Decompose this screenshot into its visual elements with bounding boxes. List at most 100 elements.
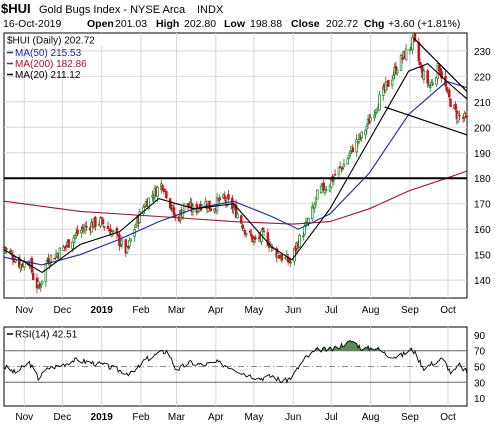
candle-body [85,225,88,228]
candle-body [280,254,284,261]
candle-body [49,255,53,263]
candle-body [454,103,457,110]
candle-body [436,63,440,80]
price-month-label: Jun [285,305,301,316]
candle-body [242,228,245,231]
candle [239,214,243,225]
rsi-month-label: Sep [401,412,419,423]
candle-body [250,233,253,237]
rsi-ytick-label: 10 [474,394,486,405]
candle [218,194,221,205]
candle-body [127,246,130,248]
candle-body [427,83,431,86]
candle-body [73,235,77,239]
candle [387,79,390,87]
candle [435,76,438,88]
candle-body [239,215,243,224]
candle-body [322,182,325,191]
candle-body [39,286,43,289]
candle-body [319,185,323,194]
rsi-month-label: Mar [168,412,186,423]
low-value: 198.88 [250,18,282,30]
candle-body [100,217,103,219]
candle [316,189,319,200]
candle-body [302,235,305,238]
candle-body [369,117,372,122]
rsi-overbought-fill [4,340,467,351]
candle [253,234,257,244]
candle-body [333,174,337,176]
candle-body [151,195,154,198]
rsi-line [3,340,468,384]
rsi-panel: 10 30 50 70 90 RSI(14) 42.51 Nov Dec 2019 Feb Mar A… [3,326,486,423]
candle-body [365,126,369,130]
candle-body [347,155,351,159]
candle-body [44,263,48,282]
candle-body [313,204,317,209]
candle [242,224,245,232]
candle-body [253,236,257,240]
candle [236,212,239,219]
price-ytick-label: 200 [474,123,491,134]
candle-body [289,261,292,264]
candle-body [413,33,417,42]
candle [31,269,35,281]
candle [280,252,284,263]
candle [227,190,230,201]
candle-body [94,216,97,227]
candle-body [128,240,131,247]
candle [324,185,328,193]
price-ytick-label: 220 [474,72,491,83]
candle [40,280,44,286]
candle-body [119,245,122,247]
price-month-label: Oct [440,305,456,316]
candle-body [351,147,355,153]
rsi-month-label: Jul [325,412,338,423]
candle [94,215,97,231]
candle [163,188,167,192]
candle-body [143,206,147,208]
candle-body [341,167,344,170]
price-month-label: Nov [15,305,33,316]
candle [161,184,164,191]
price-month-label: Dec [53,305,71,316]
candle [427,79,431,87]
candle-body [182,203,186,212]
candle-body [392,75,395,79]
candle [360,131,363,142]
price-month-label: Feb [132,305,150,316]
candle-body [314,196,318,203]
candle [76,225,79,237]
price-legend-bg [5,34,109,46]
rsi-month-label: Apr [208,412,224,423]
candle-body [147,197,150,210]
candle [5,246,8,254]
candle-body [346,158,350,165]
candle-body [408,48,412,51]
candle [431,78,435,86]
candle-body [426,70,429,84]
candle-body [172,207,176,216]
price-month-label: 2019 [91,305,114,316]
candle [30,255,34,275]
candle-body [129,238,133,242]
candle [341,166,344,171]
rsi-month-label: Nov [15,412,33,423]
candle-body [232,207,235,211]
candle [17,254,21,269]
candle-body [445,86,448,91]
candle [440,68,443,83]
candle-body [227,194,230,200]
candle-body [120,239,124,246]
candle [143,203,147,209]
candle [172,203,176,217]
candle [99,215,102,229]
rsi-legend-bg [5,328,83,340]
candle-body [420,66,423,69]
ma50-line [3,80,468,266]
candle-body [428,86,432,88]
candle [369,114,372,122]
candle-body [440,71,443,79]
candle-body [102,226,106,228]
